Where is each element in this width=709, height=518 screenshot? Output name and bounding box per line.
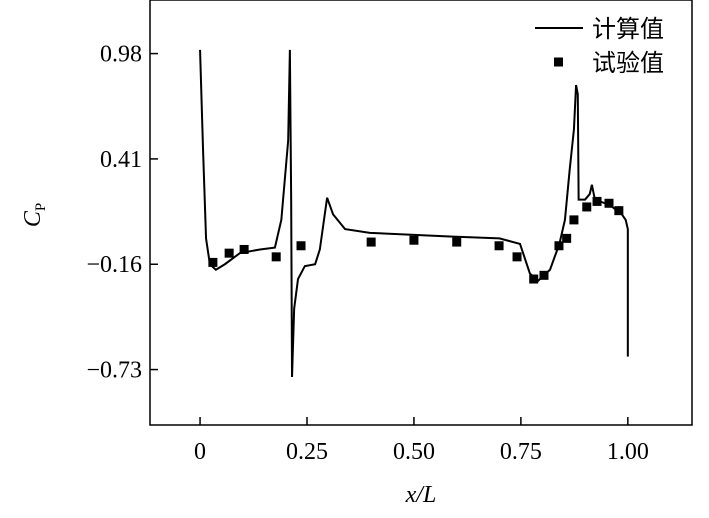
cp-point [366, 237, 376, 247]
legend-label: 试验值 [592, 50, 664, 77]
cp-point [592, 196, 602, 206]
cp-point [271, 252, 281, 262]
legend-label: 计算值 [592, 16, 664, 43]
cp-point [239, 244, 249, 254]
cp-point [562, 233, 572, 243]
y-tick-label: 0.98 [100, 42, 142, 68]
cp-point [529, 274, 539, 284]
plot-frame [149, 0, 693, 426]
x-tick-label: 0.25 [286, 439, 328, 465]
x-axis-label: x/L [405, 482, 437, 508]
cp-point [554, 241, 564, 251]
cp-point [539, 270, 549, 280]
cp-point [296, 241, 306, 251]
cp-point [208, 257, 218, 267]
cp-point [409, 235, 419, 245]
cp-point [224, 248, 234, 258]
y-axis-label-sub: P [33, 203, 49, 211]
x-tick-label: 0.50 [393, 439, 435, 465]
x-tick-label: 1.00 [607, 439, 649, 465]
cp-point [512, 252, 522, 262]
y-axis-label-main: C [20, 210, 46, 227]
cp-point [452, 237, 462, 247]
cp-point [582, 202, 592, 212]
legend-marker [554, 57, 563, 67]
y-tick-label: −0.73 [86, 358, 142, 384]
y-tick-label: 0.41 [100, 147, 142, 173]
cp-line [199, 49, 629, 377]
x-tick-label: 0.75 [500, 439, 542, 465]
y-tick-label: −0.16 [86, 252, 142, 278]
cp-point [614, 206, 624, 216]
x-tick-label: 0 [194, 439, 206, 465]
cp-point [604, 198, 614, 208]
cp-point [494, 241, 504, 251]
y-axis-label: CP [20, 203, 49, 227]
cp-point [569, 215, 579, 225]
